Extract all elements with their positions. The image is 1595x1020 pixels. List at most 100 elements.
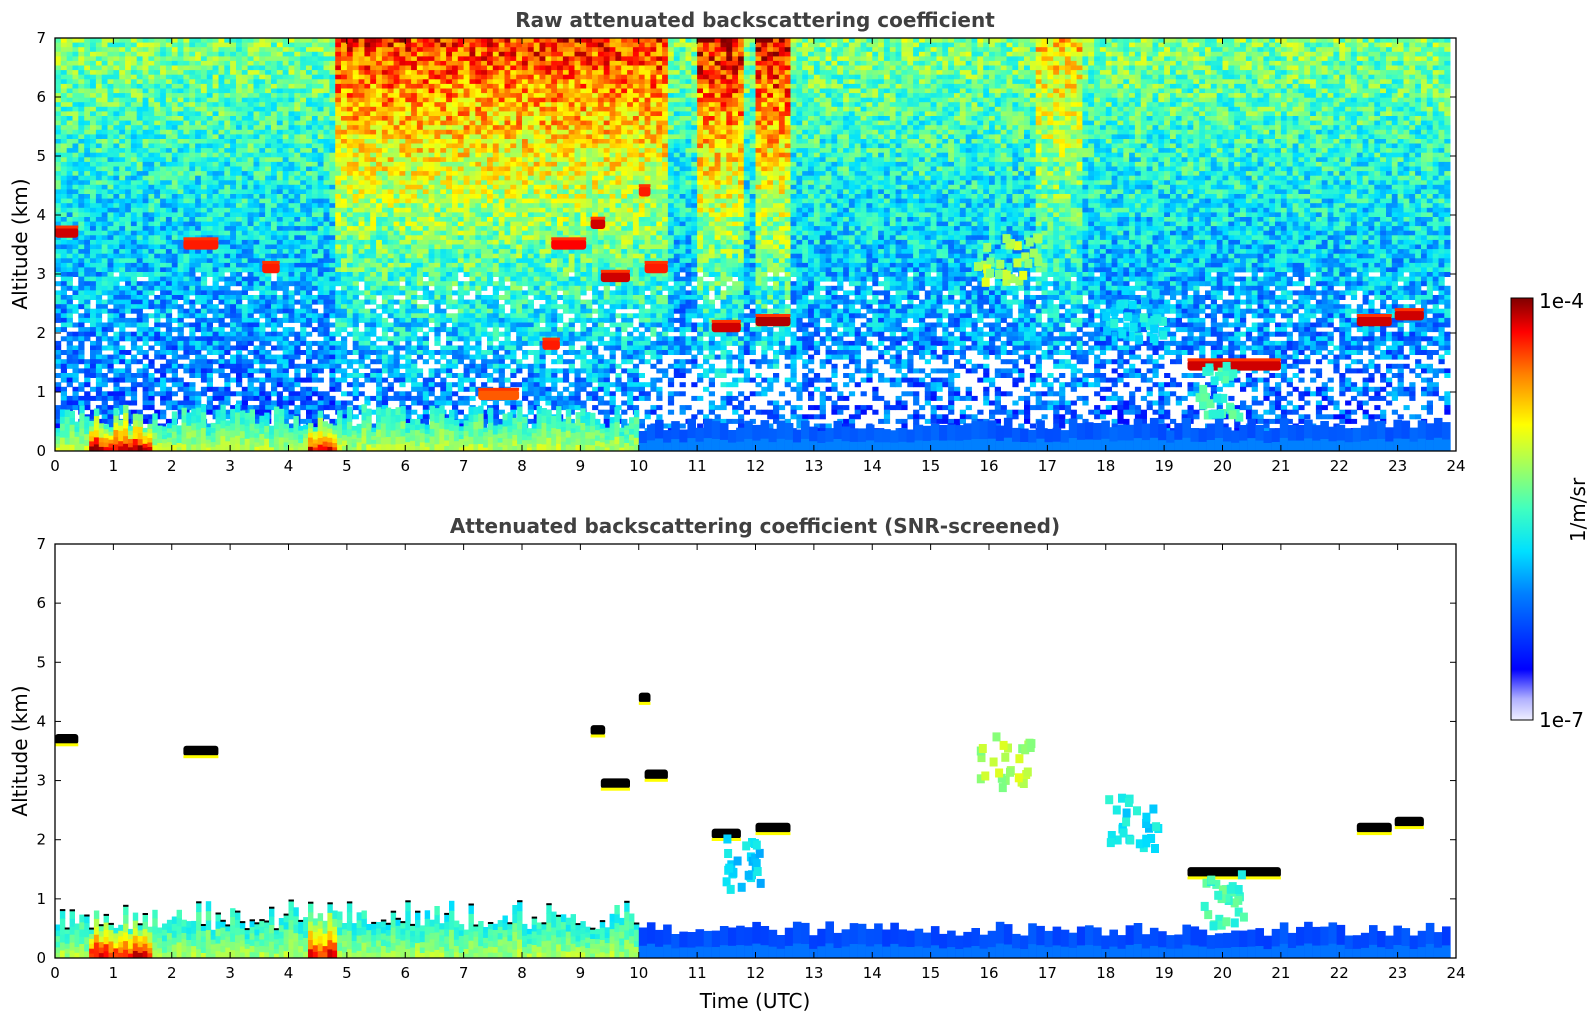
noise-cell bbox=[113, 38, 119, 43]
noise-cell bbox=[423, 75, 429, 80]
noise-cell bbox=[1129, 43, 1135, 48]
noise-cell bbox=[259, 56, 265, 61]
noise-cell bbox=[820, 43, 826, 48]
noise-cell bbox=[289, 75, 295, 80]
noise-cell bbox=[697, 52, 703, 57]
noise-cell bbox=[569, 66, 575, 71]
noise-cell bbox=[207, 43, 213, 48]
figure: Raw attenuated backscattering coefficien… bbox=[0, 0, 1595, 1020]
noise-cell bbox=[931, 61, 937, 66]
noise-cell bbox=[598, 38, 604, 43]
noise-cell bbox=[236, 47, 242, 52]
noise-cell bbox=[382, 75, 388, 80]
noise-cell bbox=[394, 47, 400, 52]
noise-cell bbox=[213, 66, 219, 71]
noise-cell bbox=[207, 38, 213, 43]
noise-cell bbox=[195, 38, 201, 43]
noise-cell bbox=[230, 56, 236, 61]
noise-cell bbox=[1088, 38, 1094, 43]
noise-cell bbox=[686, 66, 692, 71]
noise-cell bbox=[1199, 56, 1205, 61]
noise-cell bbox=[160, 79, 166, 84]
noise-cell bbox=[306, 47, 312, 52]
noise-cell bbox=[1392, 75, 1398, 80]
noise-cell bbox=[1077, 43, 1083, 48]
noise-cell bbox=[691, 47, 697, 52]
noise-cell bbox=[499, 70, 505, 75]
noise-cell bbox=[931, 66, 937, 71]
noise-cell bbox=[615, 47, 621, 52]
noise-cell bbox=[756, 75, 762, 80]
noise-cell bbox=[1123, 43, 1129, 48]
noise-cell bbox=[942, 47, 948, 52]
noise-cell bbox=[1112, 47, 1118, 52]
noise-cell bbox=[645, 75, 651, 80]
noise-cell bbox=[767, 56, 773, 61]
noise-cell bbox=[96, 75, 102, 80]
noise-cell bbox=[1211, 75, 1217, 80]
noise-cell bbox=[1082, 38, 1088, 43]
noise-cell bbox=[1001, 38, 1007, 43]
noise-cell bbox=[814, 61, 820, 66]
noise-cell bbox=[183, 79, 189, 84]
noise-cell bbox=[470, 70, 476, 75]
noise-cell bbox=[1386, 47, 1392, 52]
noise-cell bbox=[1304, 61, 1310, 66]
noise-cell bbox=[289, 56, 295, 61]
noise-cell bbox=[726, 61, 732, 66]
noise-cell bbox=[826, 61, 832, 66]
noise-cell bbox=[645, 47, 651, 52]
noise-cell bbox=[1439, 43, 1445, 48]
noise-cell bbox=[960, 38, 966, 43]
noise-cell bbox=[516, 56, 522, 61]
noise-cell bbox=[143, 56, 149, 61]
noise-cell bbox=[259, 66, 265, 71]
noise-cell bbox=[884, 61, 890, 66]
noise-cell bbox=[989, 38, 995, 43]
noise-cell bbox=[84, 66, 90, 71]
noise-cell bbox=[172, 70, 178, 75]
noise-cell bbox=[522, 47, 528, 52]
noise-cell bbox=[726, 75, 732, 80]
noise-cell bbox=[464, 66, 470, 71]
noise-cell bbox=[1368, 66, 1374, 71]
noise-cell bbox=[773, 56, 779, 61]
noise-cell bbox=[73, 52, 79, 57]
noise-cell bbox=[1193, 47, 1199, 52]
noise-cell bbox=[837, 66, 843, 71]
noise-cell bbox=[487, 61, 493, 66]
noise-cell bbox=[808, 47, 814, 52]
noise-cell bbox=[277, 75, 283, 80]
noise-cell bbox=[1182, 75, 1188, 80]
noise-cell bbox=[960, 56, 966, 61]
noise-cell bbox=[178, 52, 184, 57]
noise-cell bbox=[907, 52, 913, 57]
noise-cell bbox=[201, 56, 207, 61]
noise-cell bbox=[808, 43, 814, 48]
noise-cell bbox=[1065, 66, 1071, 71]
noise-cell bbox=[283, 79, 289, 84]
noise-cell bbox=[1094, 52, 1100, 57]
noise-cell bbox=[960, 43, 966, 48]
noise-cell bbox=[715, 52, 721, 57]
noise-cell bbox=[557, 75, 563, 80]
noise-cell bbox=[283, 38, 289, 43]
noise-cell bbox=[668, 43, 674, 48]
noise-cell bbox=[866, 70, 872, 75]
noise-cell bbox=[732, 43, 738, 48]
noise-cell bbox=[1012, 66, 1018, 71]
noise-cell bbox=[1001, 43, 1007, 48]
noise-cell bbox=[575, 47, 581, 52]
noise-cell bbox=[528, 38, 534, 43]
noise-cell bbox=[353, 70, 359, 75]
noise-cell bbox=[1287, 52, 1293, 57]
noise-cell bbox=[966, 56, 972, 61]
noise-cell bbox=[55, 43, 61, 48]
noise-cell bbox=[1234, 38, 1240, 43]
noise-cell bbox=[1176, 43, 1182, 48]
noise-cell bbox=[475, 61, 481, 66]
noise-cell bbox=[820, 47, 826, 52]
noise-cell bbox=[55, 70, 61, 75]
noise-cell bbox=[563, 70, 569, 75]
noise-cell bbox=[464, 70, 470, 75]
